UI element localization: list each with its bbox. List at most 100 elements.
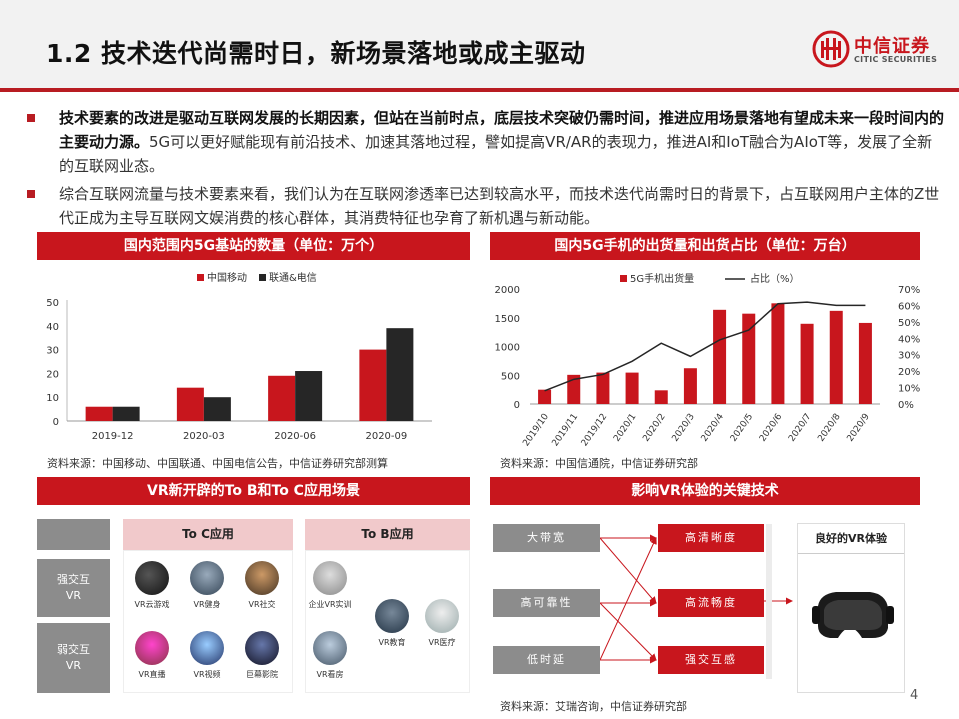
y-right-tick-label: 10% xyxy=(898,384,920,395)
scene-vr-education: VR教育 xyxy=(367,599,417,648)
bullet-list: 技术要素的改进是驱动互联网发展的长期因素，但站在当前时点，底层技术突破仍需时间，… xyxy=(24,106,944,234)
bar-5g-shipment xyxy=(538,389,552,404)
legend-label: 5G手机出货量 xyxy=(630,272,694,285)
scene-vr-cloud-gaming: VR云游戏 xyxy=(127,561,177,610)
bar-unicom-telecom xyxy=(386,328,414,421)
x-tick-label: 2020/8 xyxy=(816,412,843,444)
fitness-icon xyxy=(190,561,224,595)
bullet-square-icon xyxy=(27,114,35,122)
bar-unicom-telecom xyxy=(295,371,323,421)
page-title: 1.2 技术迭代尚需时日，新场景落地或成主驱动 xyxy=(46,39,586,68)
weak-interaction-label: 弱交互 VR xyxy=(37,623,110,693)
bottom-source: 资料来源：艾瑞咨询，中信证券研究部 xyxy=(500,700,687,713)
legend-label: 中国移动 xyxy=(207,271,247,284)
y-left-tick-label: 1500 xyxy=(495,314,520,325)
x-tick-label: 2020/3 xyxy=(671,412,697,444)
logo-text-cn: 中信证券 xyxy=(854,36,930,57)
vr-experience-label: 良好的VR体验 xyxy=(798,524,904,554)
medical-icon xyxy=(425,599,459,633)
live-stream-icon xyxy=(135,631,169,665)
bullet-bold-text: 技术要素的改进是驱动互联网发展的长期因素，但站在当前时点，底层技术突破仍需时间，… xyxy=(59,109,945,151)
x-tick-label: 2020-06 xyxy=(274,431,316,442)
scene-vr-medical: VR医疗 xyxy=(417,599,467,648)
y-right-tick-label: 60% xyxy=(898,301,920,312)
y-right-tick-label: 50% xyxy=(898,318,920,329)
y-right-tick-label: 20% xyxy=(898,367,920,378)
vr-tech-title: 影响VR体验的关键技术 xyxy=(490,477,920,505)
x-tick-label: 2019/11 xyxy=(551,412,581,448)
training-icon xyxy=(313,561,347,595)
scene-vr-fitness: VR健身 xyxy=(182,561,232,610)
y-tick-label: 0 xyxy=(53,417,59,428)
y-right-tick-label: 40% xyxy=(898,334,920,345)
chart2-title: 国内5G手机的出货量和出货占比（单位：万台） xyxy=(490,232,920,260)
x-tick-label: 2020/4 xyxy=(700,412,727,444)
bar-5g-shipment xyxy=(567,374,581,404)
bar-5g-shipment xyxy=(683,368,697,404)
page-number: 4 xyxy=(910,688,919,703)
scene-vr-live: VR直播 xyxy=(127,631,177,680)
bracket-bar xyxy=(766,524,772,679)
scene-giant-screen-cinema: 巨幕影院 xyxy=(237,631,287,680)
y-tick-label: 40 xyxy=(46,322,59,333)
y-left-tick-label: 0 xyxy=(514,400,520,411)
tech-output-definition: 高清晰度 xyxy=(658,524,764,552)
scene-vr-house-viewing: VR看房 xyxy=(305,631,355,680)
bullet-text: 5G可以更好赋能现有前沿技术、加速其落地过程，譬如提高VR/AR的表现力，推进A… xyxy=(59,133,933,175)
bullet-item: 技术要素的改进是驱动互联网发展的长期因素，但站在当前时点，底层技术突破仍需时间，… xyxy=(24,106,944,178)
phone-shipment-chart: 0 500 1000 1500 2000 0% 10% 20% 30% 40% 50% 60% 70% 2… xyxy=(495,272,920,448)
video-icon xyxy=(190,631,224,665)
tech-input-bandwidth: 大带宽 xyxy=(493,524,600,552)
strong-interaction-label: 强交互 VR xyxy=(37,559,110,617)
bar-unicom-telecom xyxy=(203,397,231,421)
legend-swatch xyxy=(197,274,204,281)
y-right-tick-label: 0% xyxy=(898,400,914,411)
bar-5g-shipment xyxy=(654,390,668,404)
y-left-tick-label: 1000 xyxy=(495,343,520,354)
x-tick-label: 2020/2 xyxy=(641,412,667,444)
bar-cmcc xyxy=(359,349,387,421)
x-tick-label: 2020/1 xyxy=(612,412,638,444)
line-share-percent xyxy=(544,301,866,392)
cinema-icon xyxy=(245,631,279,665)
vr-scenes-title: VR新开辟的To B和To C应用场景 xyxy=(37,477,470,505)
y-tick-label: 20 xyxy=(46,369,59,380)
x-tick-label: 2020-09 xyxy=(365,431,407,442)
chart1-title: 国内范围内5G基站的数量（单位：万个） xyxy=(37,232,470,260)
toc-header: To C应用 xyxy=(123,519,293,550)
citic-logo-icon xyxy=(812,30,850,68)
bar-5g-shipment xyxy=(829,310,843,404)
x-tick-label: 2019/12 xyxy=(580,412,610,448)
chart1-source: 资料来源：中国移动、中国联通、中国电信公告，中信证券研究部测算 xyxy=(47,457,388,470)
social-icon xyxy=(245,561,279,595)
header-divider xyxy=(0,88,959,92)
x-tick-label: 2019-12 xyxy=(92,431,134,442)
bar-5g-shipment xyxy=(713,309,727,404)
gamepad-icon xyxy=(135,561,169,595)
y-right-tick-label: 30% xyxy=(898,351,920,362)
legend-label: 联通&电信 xyxy=(269,271,317,284)
y-left-tick-label: 500 xyxy=(501,371,520,382)
bar-5g-shipment xyxy=(625,372,639,404)
base-station-chart: 0 10 20 30 40 50 2019-12 2020-03 2020-06 2020-09 中… xyxy=(46,271,432,442)
scene-vr-enterprise-training: 企业VR实训 xyxy=(305,561,355,610)
y-right-tick-label: 70% xyxy=(898,285,920,296)
vr-corner-cell xyxy=(37,519,110,550)
bar-5g-shipment xyxy=(771,303,785,404)
vr-tech-diagram: 大带宽 高可靠性 低时延 高清晰度 高流畅度 强交互感 良好的VR体验 xyxy=(490,519,920,699)
bar-cmcc xyxy=(85,406,113,421)
bullet-item: 综合互联网流量与技术要素来看，我们认为在互联网渗透率已达到较高水平，而技术迭代尚… xyxy=(24,182,944,230)
vr-scenes-table: To C应用 To B应用 强交互 VR 弱交互 VR VR云游戏 VR健身 V… xyxy=(37,519,470,693)
bar-cmcc xyxy=(176,387,204,421)
house-icon xyxy=(313,631,347,665)
education-icon xyxy=(375,599,409,633)
x-tick-label: 2020/5 xyxy=(729,412,755,444)
y-tick-label: 50 xyxy=(46,298,59,309)
x-tick-label: 2020-03 xyxy=(183,431,225,442)
y-left-tick-label: 2000 xyxy=(495,285,520,296)
x-tick-label: 2020/6 xyxy=(758,412,785,444)
x-tick-label: 2020/7 xyxy=(787,412,813,444)
bullet-square-icon xyxy=(27,190,35,198)
bar-cmcc xyxy=(268,375,296,421)
tech-output-fluency: 高流畅度 xyxy=(658,589,764,617)
